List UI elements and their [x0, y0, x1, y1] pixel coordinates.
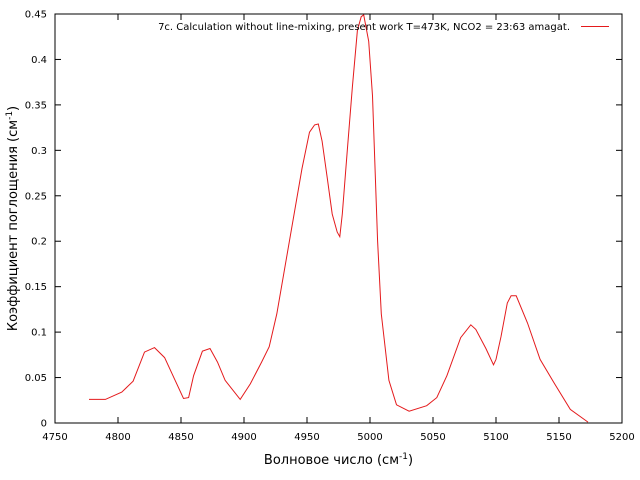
y-tick-label: 0.2	[31, 237, 47, 248]
y-tick-label: 0.45	[25, 10, 47, 21]
plot-frame	[54, 13, 623, 424]
series-line	[89, 14, 589, 423]
y-tick-label: 0.3	[31, 146, 47, 157]
x-tick-label: 4900	[231, 432, 256, 443]
legend: 7c. Calculation without line-mixing, pre…	[158, 22, 609, 33]
x-axis-label: Волновое число (см-1)	[264, 452, 413, 468]
series-layer	[89, 14, 589, 423]
y-tick-label: 0.35	[25, 100, 47, 111]
x-tick-label: 4950	[294, 432, 319, 443]
x-tick-label: 5200	[609, 432, 634, 443]
y-tick-label: 0.15	[25, 282, 47, 293]
y-tick-label: 0	[41, 419, 47, 430]
y-tick-label: 0.05	[25, 373, 47, 384]
x-tick-label: 4800	[105, 432, 130, 443]
x-tick-label: 5100	[483, 432, 508, 443]
legend-label: 7c. Calculation without line-mixing, pre…	[158, 22, 570, 33]
x-tick-label: 5050	[420, 432, 445, 443]
y-tick-label: 0.4	[31, 55, 47, 66]
x-tick-label: 4850	[168, 432, 193, 443]
y-tick-label: 0.1	[31, 328, 47, 339]
x-tick-label: 5000	[357, 432, 382, 443]
axis-ticks	[54, 13, 623, 424]
y-tick-label: 0.25	[25, 191, 47, 202]
x-tick-label: 4750	[42, 432, 67, 443]
x-tick-label: 5150	[546, 432, 571, 443]
y-axis-label: Коэффициент поглощения (см-1)	[5, 106, 21, 331]
tick-labels: 4750 4800 4850 4900 4950 5000 5050 5100 5150 5200…	[25, 10, 635, 444]
